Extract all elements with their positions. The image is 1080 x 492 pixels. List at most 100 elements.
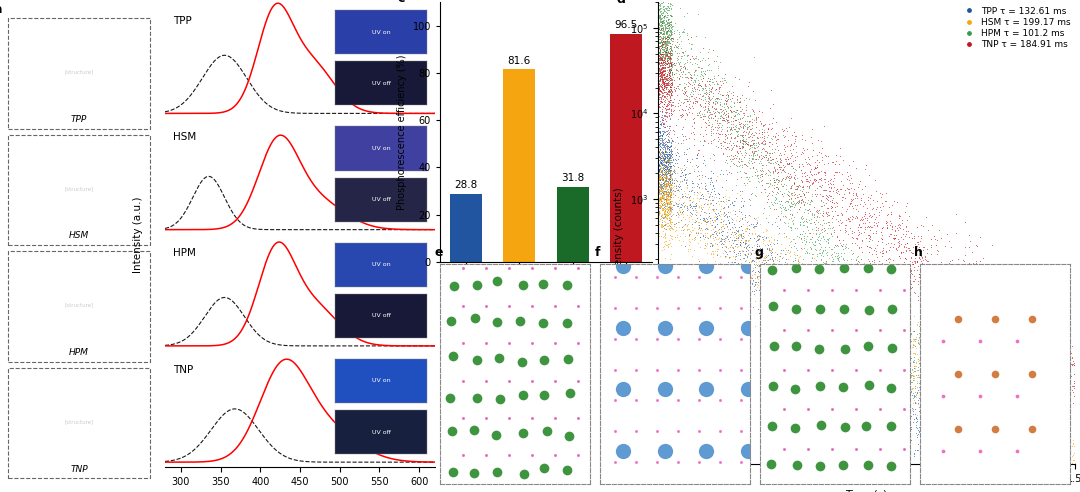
- Point: [754, 137, 771, 145]
- Point: [732, 232, 750, 240]
- Point: [969, 307, 986, 315]
- Point: [855, 198, 873, 206]
- Point: [654, 185, 672, 193]
- Point: [651, 62, 669, 70]
- Point: [1041, 340, 1058, 348]
- Point: [987, 327, 1004, 335]
- Point: [939, 404, 956, 412]
- Point: [756, 188, 773, 196]
- Point: [1026, 450, 1043, 458]
- Point: [704, 218, 721, 226]
- Point: [973, 426, 990, 434]
- Point: [744, 152, 761, 159]
- Point: [975, 284, 993, 292]
- Point: [780, 311, 797, 319]
- Point: [940, 400, 957, 408]
- Point: [713, 223, 730, 231]
- Point: [882, 293, 900, 301]
- Point: [971, 287, 988, 295]
- Point: [734, 123, 752, 131]
- Point: [913, 359, 930, 367]
- Point: [654, 67, 672, 75]
- Point: [1010, 451, 1027, 459]
- Point: [737, 148, 754, 155]
- Point: [730, 142, 747, 150]
- Point: [863, 373, 880, 381]
- Point: [662, 30, 679, 37]
- Point: [860, 315, 877, 323]
- Point: [651, 61, 669, 69]
- Point: [807, 314, 824, 322]
- Point: [657, 143, 674, 151]
- Point: [785, 203, 802, 211]
- Point: [913, 370, 930, 378]
- Point: [653, 70, 671, 78]
- Point: [761, 171, 779, 179]
- Point: [650, 95, 667, 103]
- Point: [865, 352, 882, 360]
- Point: [923, 375, 941, 383]
- Point: [904, 249, 921, 257]
- Point: [658, 147, 675, 155]
- Point: [662, 156, 679, 164]
- Point: [822, 292, 839, 300]
- Point: [703, 240, 720, 247]
- Point: [750, 146, 767, 154]
- Point: [707, 230, 725, 238]
- Point: [859, 204, 876, 212]
- Point: [872, 338, 889, 345]
- Point: [859, 345, 876, 353]
- Point: [660, 200, 677, 208]
- Point: [861, 335, 878, 342]
- Point: [683, 88, 700, 96]
- Point: [656, 162, 673, 170]
- Point: [905, 449, 922, 457]
- Point: [684, 40, 701, 48]
- Point: [878, 395, 895, 402]
- Point: [791, 218, 808, 226]
- Point: [954, 407, 971, 415]
- Point: [1051, 334, 1068, 341]
- Point: [959, 350, 976, 358]
- Point: [888, 339, 905, 347]
- Point: [657, 80, 674, 88]
- Point: [733, 157, 751, 165]
- Point: [837, 327, 854, 335]
- Point: [1023, 456, 1040, 463]
- Point: [654, 68, 672, 76]
- Point: [885, 244, 902, 251]
- Point: [702, 250, 719, 258]
- Point: [744, 223, 761, 231]
- Point: [854, 331, 872, 339]
- Point: [861, 209, 878, 217]
- Point: [657, 111, 674, 119]
- Point: [688, 201, 705, 209]
- Point: [883, 317, 901, 325]
- Point: [908, 373, 926, 381]
- Point: [706, 190, 724, 198]
- Point: [795, 162, 812, 170]
- Point: [1005, 347, 1023, 355]
- Point: [867, 250, 885, 258]
- Point: [660, 167, 677, 175]
- Point: [861, 318, 878, 326]
- Point: [690, 223, 707, 231]
- Point: [866, 374, 883, 382]
- Point: [684, 210, 701, 217]
- Point: [904, 418, 921, 426]
- Point: [868, 337, 886, 344]
- Point: [870, 361, 888, 369]
- Point: [826, 316, 843, 324]
- Point: [664, 126, 681, 134]
- Point: [738, 117, 755, 125]
- Point: [841, 319, 859, 327]
- Point: [657, 177, 674, 184]
- Point: [874, 340, 891, 348]
- Point: [936, 291, 954, 299]
- Point: [910, 379, 928, 387]
- Point: [724, 216, 741, 224]
- Point: [662, 89, 679, 97]
- Point: [769, 212, 786, 219]
- Point: [659, 196, 676, 204]
- Point: [705, 109, 723, 117]
